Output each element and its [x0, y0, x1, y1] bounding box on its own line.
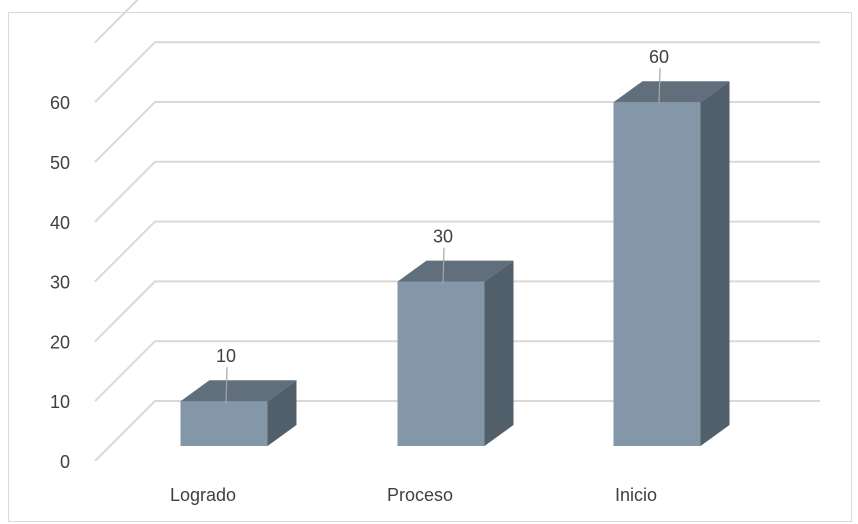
bar — [613, 81, 730, 446]
data-label: 10 — [216, 346, 236, 366]
bar — [397, 260, 514, 446]
bar-side — [484, 260, 514, 446]
data-label: 30 — [433, 227, 453, 247]
y-tick-label: 30 — [50, 273, 70, 293]
bar-side — [700, 81, 730, 446]
x-category-label: Inicio — [615, 485, 657, 505]
bars — [180, 81, 730, 446]
y-tick-label: 50 — [50, 153, 70, 173]
gridline — [94, 340, 820, 402]
data-label: 60 — [649, 47, 669, 67]
gridline — [94, 41, 820, 103]
data-label-leader — [225, 367, 228, 404]
x-category-label: Logrado — [170, 485, 236, 505]
x-category-label: Proceso — [387, 485, 453, 505]
bar-front — [397, 281, 485, 446]
bar-top — [397, 260, 514, 282]
y-tick-label: 10 — [50, 392, 70, 412]
bar-front — [180, 401, 268, 446]
gridline — [94, 400, 820, 462]
gridlines — [94, 0, 820, 462]
y-tick-label: 20 — [50, 332, 70, 352]
gridline — [94, 0, 139, 44]
data-labels: 10 30 60 — [216, 47, 669, 404]
gridline — [94, 101, 820, 163]
bar — [180, 380, 297, 446]
gridline — [94, 220, 820, 283]
data-label-leader — [442, 247, 445, 284]
y-tick-label: 0 — [60, 452, 70, 472]
bar-front — [613, 102, 701, 446]
x-axis-categories: Logrado Proceso Inicio — [170, 485, 657, 505]
y-tick-label: 60 — [50, 93, 70, 113]
bar-top — [180, 380, 297, 402]
gridline — [94, 280, 820, 343]
y-tick-label: 40 — [50, 213, 70, 233]
gridline — [94, 160, 820, 223]
bar-side — [267, 380, 297, 446]
bar-top — [613, 81, 730, 103]
y-axis-ticks: 0 10 20 30 40 50 60 — [50, 93, 70, 472]
data-label-leader — [658, 68, 661, 105]
